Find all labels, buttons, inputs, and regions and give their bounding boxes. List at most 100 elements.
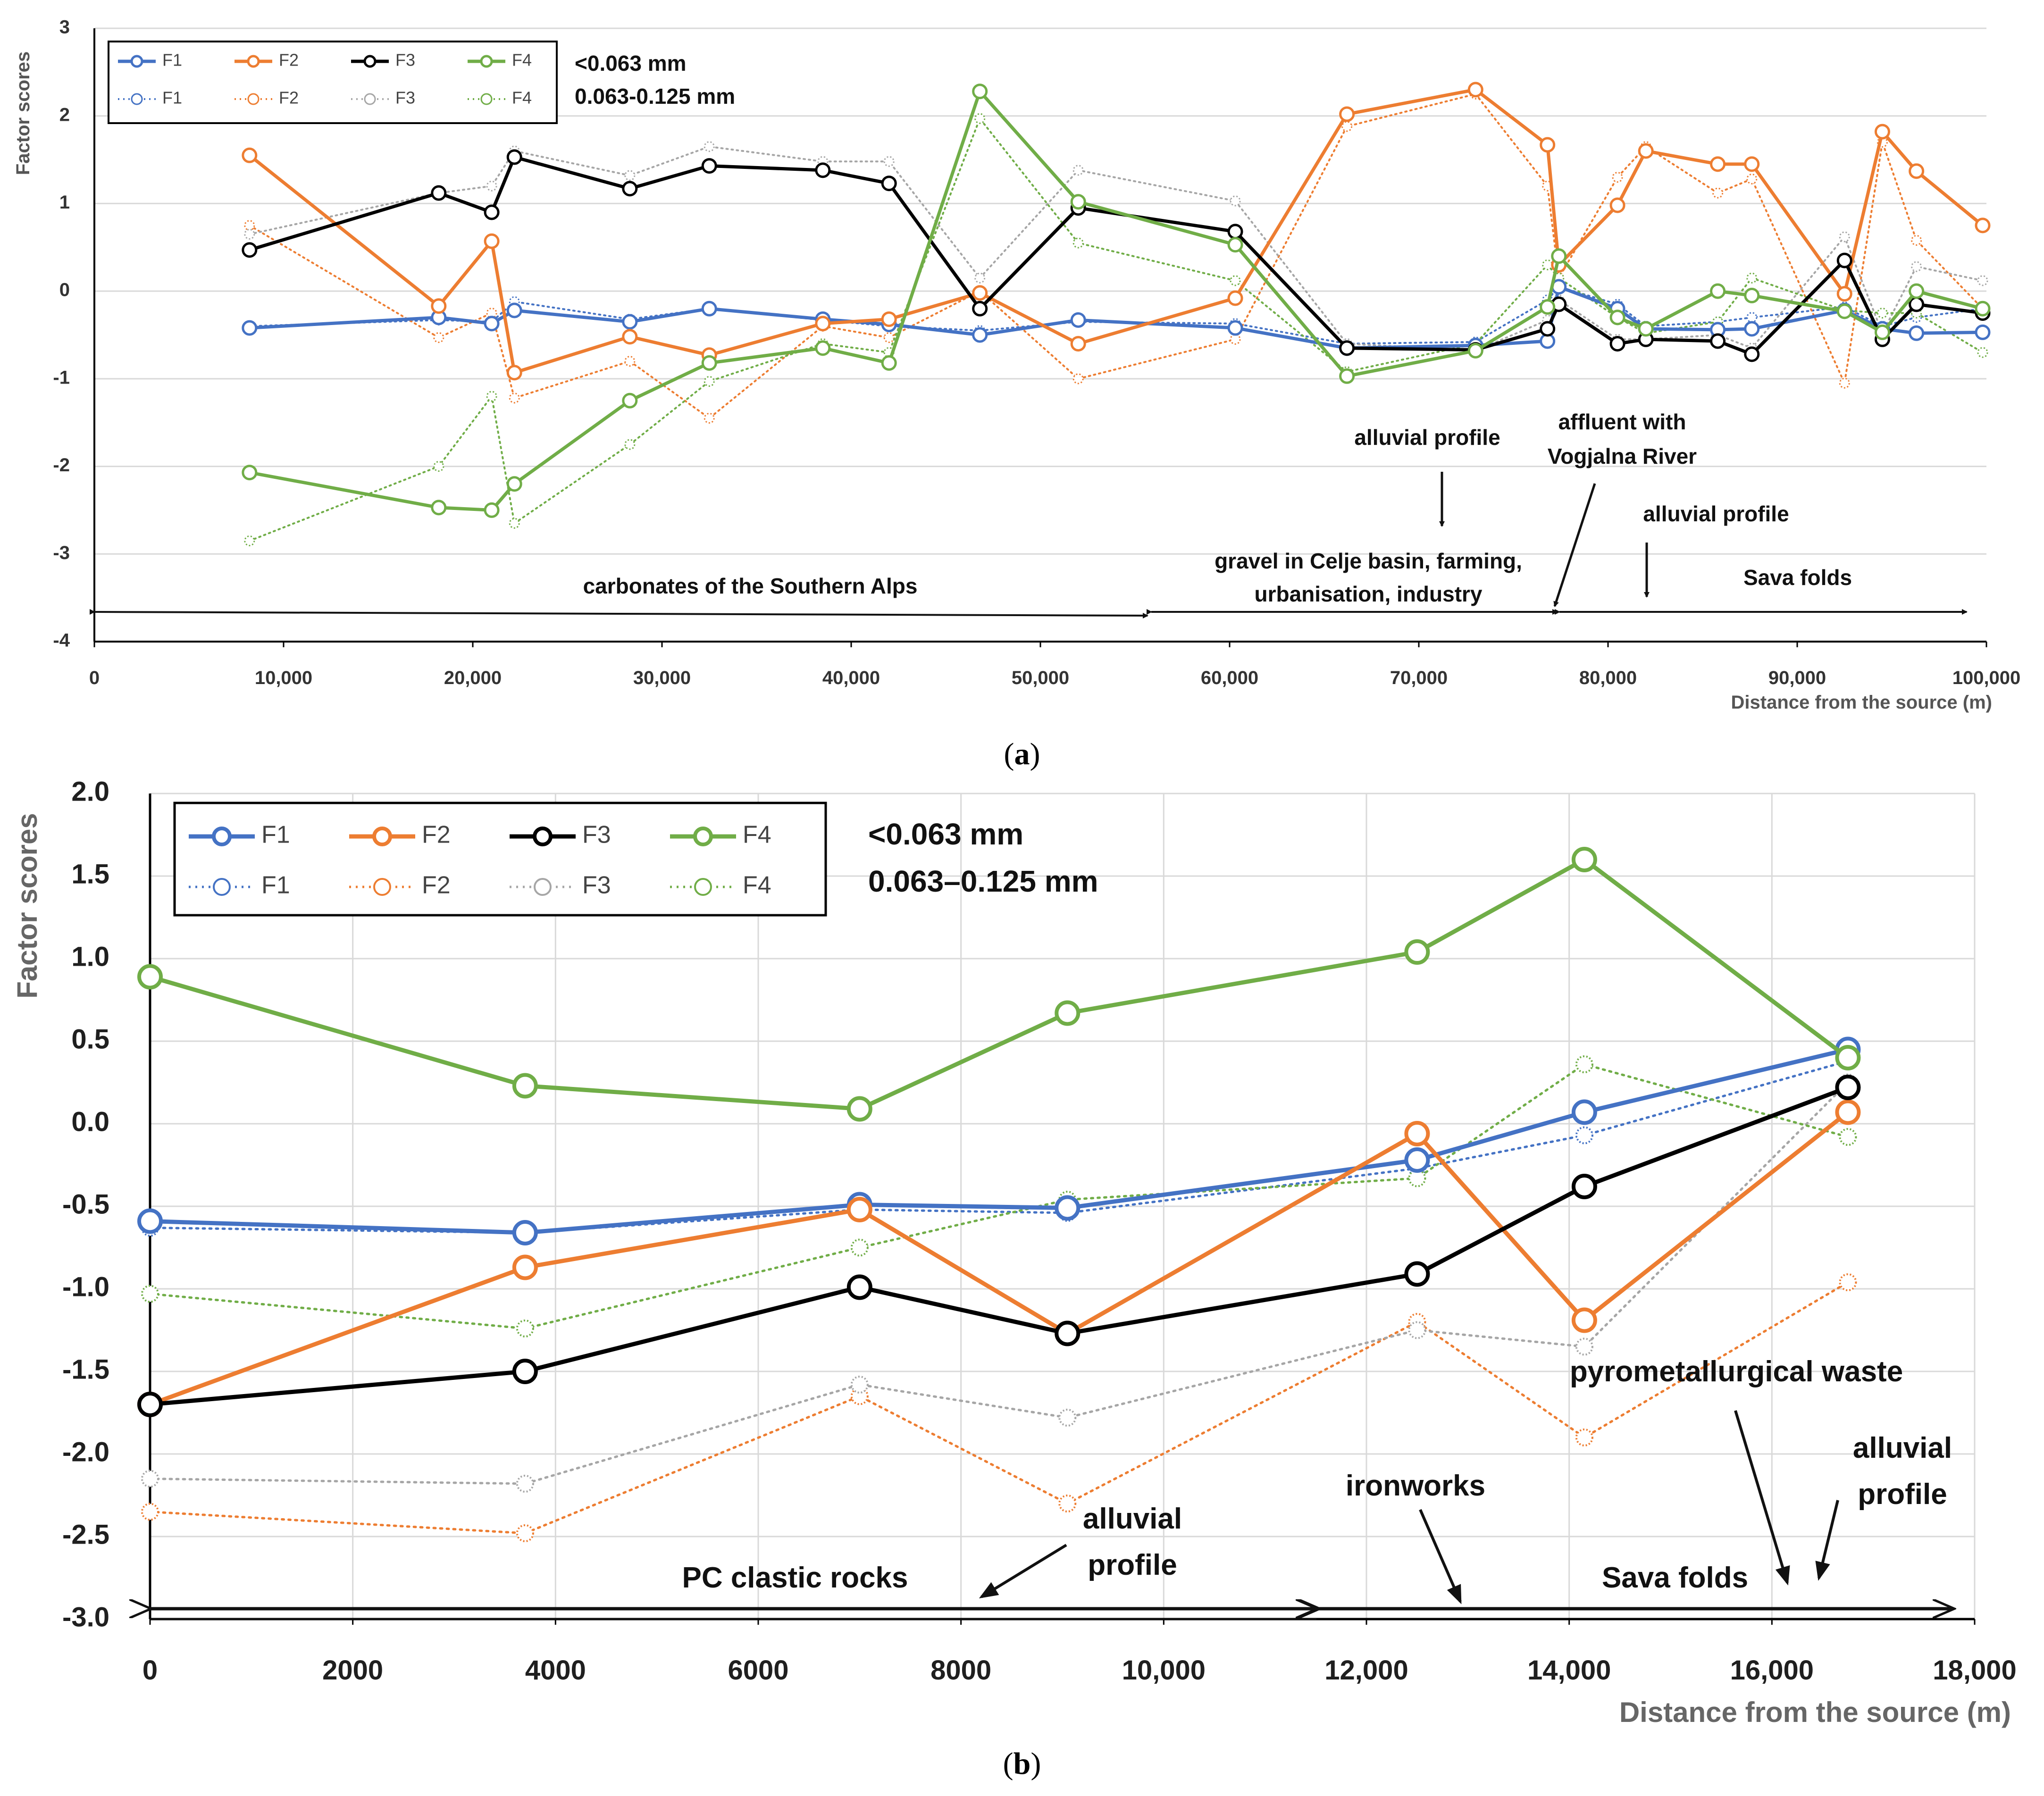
data-point [1055,1320,1081,1346]
annotation-southern-alps: carbonates of the Southern Alps [583,574,918,598]
legend-swatch-marker [213,878,231,896]
data-point [1746,272,1758,284]
axes-a: -4 -3 -2 -1 0 1 2 3 0 10,000 20,000 30,000 40,000 50,… [53,17,2020,688]
x-tick-label: 20,000 [444,668,502,688]
legend-label-f2-coarse: F2 [422,821,451,849]
data-point [1609,336,1625,352]
data-point [516,1475,534,1493]
legend-b-entries: F1 F1 F2 F2 F3 F3 F4 F4 [189,821,771,899]
data-point [974,113,986,124]
data-point [972,285,988,301]
annotation-affluent-line2: Vogjalna River [1548,444,1697,468]
data-point [1836,286,1852,302]
data-point [1058,1409,1077,1427]
data-point [244,228,255,240]
x-tick-label: 10,000 [1122,1655,1206,1686]
data-point [1072,373,1084,384]
data-point [972,327,988,343]
series-f2-fine [244,88,1988,424]
y-tick-label: -4 [53,630,70,651]
data-point [512,1359,538,1384]
y-tick-label: 1.5 [71,859,109,889]
data-point [1070,312,1086,328]
data-point [1909,296,1925,312]
legend-swatch-marker [131,93,143,105]
y-tick-label: -3.0 [62,1602,109,1632]
y-tick-label: 2 [59,104,70,125]
data-point [1575,1055,1593,1073]
data-point [1575,1337,1593,1356]
data-point [1836,303,1852,319]
data-point [846,1274,872,1300]
arrow-pyrometallurgical [1734,1410,1790,1586]
data-point [622,393,638,409]
data-point [1070,336,1086,352]
data-point [137,964,163,990]
y-tick-label: -2.0 [62,1437,109,1467]
caption-a: (a) [1004,737,1040,771]
arrow-ironworks [1419,1509,1462,1604]
legend-fine-title-b: 0.063–0.125 mm [868,864,1098,898]
legend-coarse-title-a: <0.063 mm [575,51,687,75]
caption-b: (b) [1003,1746,1041,1781]
legend-label-f3-fine: F3 [582,872,611,899]
series-line [150,1047,1849,1235]
y-tick-label: -1.0 [62,1271,109,1302]
data-point [850,1238,869,1257]
data-point [1746,173,1758,184]
chart-panel-b: -3.0 -2.5 -2.0 -1.5 -1.0 -0.5 0.0 0.5 1.0 1.5 2.0 0… [11,776,2017,1781]
data-point [486,180,497,192]
annotation-pc-clastic: PC clastic rocks [682,1562,908,1594]
x-tick-label: 40,000 [822,668,880,688]
data-point [1404,1261,1430,1287]
data-point [1710,283,1726,299]
data-point [972,301,988,317]
data-point [141,1503,159,1521]
legend-label-f1-coarse: F1 [261,821,290,849]
legend-label-f1-fine: F1 [162,88,182,108]
data-point [1835,1075,1861,1100]
data-point [1839,231,1850,242]
y-tick-label: 0.5 [71,1024,109,1054]
series-line [149,1081,1849,1485]
data-point [883,156,895,167]
data-point [622,314,638,330]
series-f2-coarse [242,82,1991,381]
legend-label-f3-coarse: F3 [395,50,415,70]
data-point [1835,1045,1861,1070]
data-point [1339,368,1355,384]
annotation-celje-line1: gravel in Celje basin, farming, [1215,549,1522,573]
x-tick-label: 60,000 [1201,668,1258,688]
data-point [883,332,895,343]
x-tick-label: 4000 [525,1655,586,1686]
data-point [516,1524,534,1542]
data-point [704,376,715,387]
data-point [1836,252,1852,268]
data-point [815,340,831,356]
legend-swatch-marker [373,878,391,896]
data-point [1746,312,1758,323]
annotation-alluvial-b1-line2: profile [1088,1549,1177,1581]
data-point [1404,1147,1430,1173]
data-point [1055,1195,1081,1221]
annotation-alluvial-b1-line1: alluvial [1083,1503,1182,1535]
y-tick-label: 0.0 [71,1106,109,1137]
legend-box-b [173,802,827,917]
data-point [1839,1273,1857,1291]
x-tick-label: 70,000 [1390,668,1448,688]
data-point [1551,248,1567,264]
annotation-pyrometallurgical: pyrometallurgical waste [1570,1355,1903,1388]
data-point [1975,301,1991,317]
data-point [1975,217,1991,234]
data-point [1467,82,1483,98]
data-point [881,175,897,192]
legend-swatch-marker [130,55,143,68]
chart-panel-a: -4 -3 -2 -1 0 1 2 3 0 10,000 20,000 30,000 40,000 50,… [13,17,2020,771]
data-point [1839,377,1850,389]
data-point [431,298,447,314]
data-point [1712,187,1724,199]
data-point [1571,847,1597,872]
y-axis-label-b: Factor scores [11,813,43,999]
data-point [1540,137,1556,153]
series-f3-coarse [242,149,1991,362]
